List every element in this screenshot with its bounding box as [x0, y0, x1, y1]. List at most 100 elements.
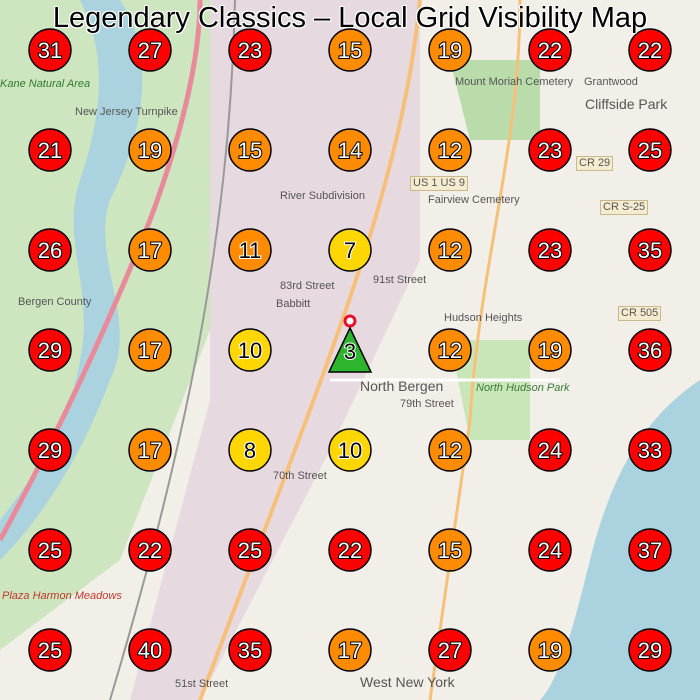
grid-cell-marker[interactable]: 23 [228, 28, 272, 72]
visibility-value: 10 [338, 438, 362, 463]
grid-cell-marker[interactable]: 29 [28, 428, 72, 472]
grid-cell-marker[interactable]: 33 [628, 428, 672, 472]
visibility-circle [528, 428, 572, 472]
grid-cell-marker[interactable]: 29 [28, 328, 72, 372]
visibility-circle [328, 228, 372, 272]
map-label: 79th Street [400, 398, 454, 410]
map-label: North Hudson Park [476, 382, 570, 394]
grid-cell-marker[interactable]: 12 [428, 228, 472, 272]
visibility-circle [528, 28, 572, 72]
grid-cell-marker[interactable]: 35 [228, 628, 272, 672]
grid-cell-marker[interactable]: 25 [228, 528, 272, 572]
grid-cell-marker[interactable]: 17 [328, 628, 372, 672]
visibility-value: 3 [344, 339, 356, 364]
visibility-circle [228, 428, 272, 472]
map-label: Grantwood [584, 76, 638, 88]
grid-cell-marker[interactable]: 23 [528, 228, 572, 272]
visibility-value: 25 [38, 538, 62, 563]
grid-cell-marker[interactable]: 22 [128, 528, 172, 572]
grid-cell-marker[interactable]: 15 [428, 528, 472, 572]
visibility-value: 29 [38, 338, 62, 363]
grid-cell-marker[interactable]: 14 [328, 128, 372, 172]
map-label: North Bergen [360, 378, 444, 394]
visibility-circle [128, 428, 172, 472]
map-label: New Jersey Turnpike [75, 106, 178, 118]
grid-cell-marker[interactable]: 31 [28, 28, 72, 72]
visibility-circle [328, 628, 372, 672]
grid-cell-marker[interactable]: 7 [328, 228, 372, 272]
grid-cell-marker[interactable]: 10 [328, 428, 372, 472]
grid-cell-marker[interactable]: 23 [528, 128, 572, 172]
grid-cell-marker[interactable]: 12 [428, 428, 472, 472]
visibility-circle [528, 628, 572, 672]
grid-cell-marker[interactable]: 37 [628, 528, 672, 572]
map-label: Kane Natural Area [0, 78, 91, 90]
grid-cell-marker[interactable]: 17 [128, 428, 172, 472]
grid-cell-marker[interactable]: 22 [628, 28, 672, 72]
map-label: 83rd Street [280, 280, 335, 292]
grid-cell-marker[interactable]: 22 [328, 528, 372, 572]
grid-cell-marker[interactable]: 35 [628, 228, 672, 272]
grid-cell-marker[interactable]: 17 [128, 228, 172, 272]
visibility-circle [628, 228, 672, 272]
grid-cell-marker[interactable]: 12 [428, 128, 472, 172]
visibility-circle [128, 528, 172, 572]
visibility-value: 11 [239, 238, 262, 263]
best-spot-triangle [327, 326, 373, 373]
visibility-circle [628, 528, 672, 572]
grid-cell-marker[interactable]: 27 [428, 628, 472, 672]
visibility-value: 22 [338, 538, 362, 563]
visibility-circle [628, 328, 672, 372]
grid-cell-marker[interactable]: 19 [528, 328, 572, 372]
grid-cell-marker[interactable]: 36 [628, 328, 672, 372]
visibility-value: 35 [638, 238, 662, 263]
grid-cell-marker[interactable]: 3 [327, 314, 373, 373]
grid-cell-marker[interactable]: 25 [28, 528, 72, 572]
route-shield: CR 29 [576, 156, 614, 171]
map-title: Legendary Classics – Local Grid Visibili… [52, 2, 648, 34]
visibility-circle [228, 128, 272, 172]
visibility-circle [328, 428, 372, 472]
visibility-circle [128, 628, 172, 672]
road [428, 0, 522, 700]
grid-cell-marker[interactable]: 19 [528, 628, 572, 672]
visibility-value: 25 [638, 138, 662, 163]
visibility-circle [528, 328, 572, 372]
visibility-value: 12 [438, 138, 462, 163]
grid-cell-marker[interactable]: 24 [528, 428, 572, 472]
visibility-circle [628, 428, 672, 472]
visibility-value: 17 [138, 338, 162, 363]
grid-cell-marker[interactable]: 15 [228, 128, 272, 172]
grid-cell-marker[interactable]: 12 [428, 328, 472, 372]
grid-cell-marker[interactable]: 27 [128, 28, 172, 72]
visibility-circle [28, 328, 72, 372]
route-shield: US 1 US 9 [410, 176, 468, 191]
visibility-circle [128, 228, 172, 272]
visibility-value: 40 [138, 638, 162, 663]
visibility-circle [328, 128, 372, 172]
visibility-value: 17 [338, 638, 362, 663]
visibility-value: 23 [238, 38, 262, 63]
grid-cell-marker[interactable]: 24 [528, 528, 572, 572]
grid-cell-marker[interactable]: 22 [528, 28, 572, 72]
visibility-circle [328, 28, 372, 72]
visibility-circle [228, 228, 272, 272]
grid-cell-marker[interactable]: 26 [28, 228, 72, 272]
grid-cell-marker[interactable]: 11 [228, 228, 272, 272]
grid-cell-marker[interactable]: 19 [428, 28, 472, 72]
grid-cell-marker[interactable]: 21 [28, 128, 72, 172]
grid-cell-marker[interactable]: 25 [28, 628, 72, 672]
grid-cell-marker[interactable]: 8 [228, 428, 272, 472]
grid-cell-marker[interactable]: 25 [628, 128, 672, 172]
grid-cell-marker[interactable]: 10 [228, 328, 272, 372]
visibility-value: 15 [438, 538, 462, 563]
location-pin-icon [343, 314, 357, 328]
grid-cell-marker[interactable]: 19 [128, 128, 172, 172]
grid-cell-marker[interactable]: 29 [628, 628, 672, 672]
grid-cell-marker[interactable]: 17 [128, 328, 172, 372]
visibility-value: 21 [38, 138, 62, 163]
visibility-circle [228, 28, 272, 72]
grid-cell-marker[interactable]: 15 [328, 28, 372, 72]
grid-cell-marker[interactable]: 40 [128, 628, 172, 672]
